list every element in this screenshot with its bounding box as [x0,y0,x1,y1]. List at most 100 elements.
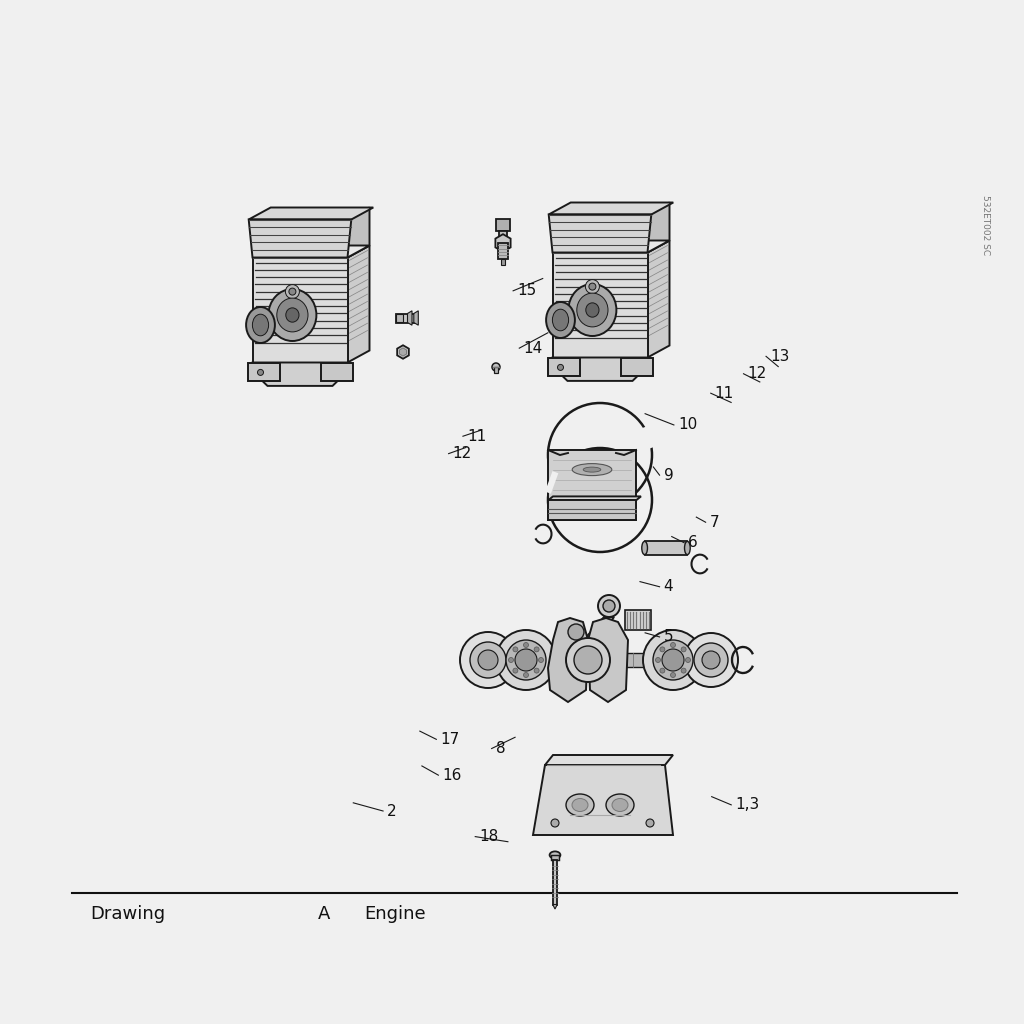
Circle shape [702,651,720,669]
Bar [506,653,526,667]
Text: 12: 12 [453,446,472,461]
Text: 4: 4 [664,580,673,594]
Ellipse shape [286,285,299,299]
Bar [499,231,507,239]
Ellipse shape [584,467,601,472]
Ellipse shape [586,280,599,294]
Polygon shape [621,357,652,376]
Text: 2: 2 [387,804,396,818]
Circle shape [478,650,498,670]
Polygon shape [588,618,628,702]
Circle shape [535,668,539,673]
Polygon shape [647,241,670,357]
Polygon shape [321,362,352,381]
Circle shape [513,647,518,652]
Circle shape [515,649,537,671]
Polygon shape [548,618,588,702]
Ellipse shape [572,464,611,475]
Polygon shape [408,311,412,326]
Circle shape [671,642,676,647]
Circle shape [671,673,676,678]
Bar [496,219,510,231]
Circle shape [509,657,513,663]
Circle shape [662,649,684,671]
Text: 8: 8 [496,741,505,756]
Text: 5: 5 [664,630,673,644]
Circle shape [513,668,518,673]
Circle shape [506,640,546,680]
Polygon shape [253,246,370,257]
Circle shape [566,638,610,682]
Circle shape [460,632,516,688]
Polygon shape [548,450,636,520]
Polygon shape [553,253,647,357]
Text: 11: 11 [715,386,734,400]
Circle shape [681,647,686,652]
Polygon shape [414,311,418,326]
Ellipse shape [612,799,628,811]
Polygon shape [347,246,370,362]
Circle shape [681,668,686,673]
Polygon shape [248,362,280,381]
Bar [502,259,505,265]
Ellipse shape [268,289,316,341]
Circle shape [557,365,563,371]
Polygon shape [397,345,409,358]
Ellipse shape [252,314,268,336]
Ellipse shape [566,794,594,816]
Polygon shape [253,257,347,362]
Polygon shape [548,357,580,376]
Ellipse shape [589,283,596,290]
Bar [396,314,403,322]
Circle shape [598,595,620,617]
Ellipse shape [606,794,634,816]
Polygon shape [553,904,557,909]
Circle shape [535,647,539,652]
Polygon shape [553,357,647,381]
Bar [553,859,557,904]
Polygon shape [545,755,673,765]
Circle shape [496,630,556,690]
Polygon shape [548,497,553,520]
Polygon shape [548,501,636,520]
Polygon shape [399,348,407,356]
Text: Drawing: Drawing [90,905,165,924]
Text: 12: 12 [748,367,767,381]
Polygon shape [534,765,673,835]
Circle shape [646,819,654,827]
Text: 1,3: 1,3 [735,798,760,812]
Ellipse shape [642,542,647,555]
Ellipse shape [572,799,588,811]
Polygon shape [549,214,651,253]
Text: 7: 7 [710,515,719,529]
Text: 14: 14 [523,341,543,355]
Circle shape [568,624,584,640]
Polygon shape [249,208,374,219]
Circle shape [685,657,690,663]
Polygon shape [347,208,370,257]
Polygon shape [549,203,674,214]
Text: 6: 6 [688,536,698,550]
Ellipse shape [568,284,616,336]
Polygon shape [249,219,351,257]
Bar [626,653,666,667]
Circle shape [684,633,738,687]
Text: 18: 18 [479,829,499,844]
Circle shape [659,668,665,673]
Bar [551,855,559,859]
Ellipse shape [276,298,308,332]
Circle shape [574,646,602,674]
Polygon shape [580,617,614,644]
Ellipse shape [550,851,560,858]
Circle shape [551,819,559,827]
Text: 532ET002 SC: 532ET002 SC [981,196,989,255]
Polygon shape [253,362,347,386]
Polygon shape [647,203,670,253]
Circle shape [257,370,263,376]
Ellipse shape [684,542,690,555]
Polygon shape [553,241,670,253]
Text: 15: 15 [517,284,537,298]
Circle shape [643,630,703,690]
Bar [626,610,650,630]
Text: 10: 10 [678,418,697,432]
